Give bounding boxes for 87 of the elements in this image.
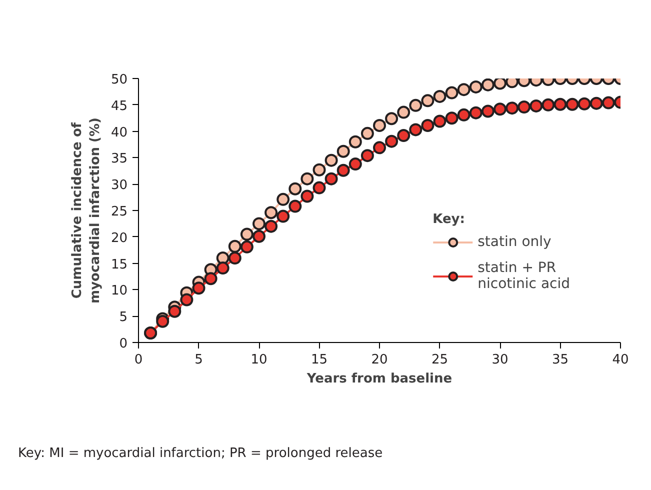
y-tick-label: 30 [110,178,128,194]
point [530,99,543,112]
y-tick-label: 45 [110,98,128,114]
point [276,210,290,223]
point [324,172,338,186]
point [469,80,482,94]
point [216,262,230,275]
point [518,100,531,114]
point [397,106,410,119]
y-axis-title: Cumulative incidence of myocardial infarction (%) [70,118,103,304]
point [566,98,579,111]
point [348,158,362,171]
point [469,106,482,120]
point [156,314,170,328]
point [240,240,254,254]
x-tick-label: 35 [552,352,569,368]
point [397,129,410,142]
y-tick-label: 25 [110,204,128,220]
point [204,272,218,286]
point [360,149,374,162]
point [433,114,446,128]
y-tick-label: 15 [110,257,128,272]
point [324,154,338,167]
point [192,282,206,295]
point [336,164,350,177]
y-tick-label: 35 [110,152,128,167]
point [481,104,494,118]
y-tick-label: 50 [110,72,128,88]
point [602,96,615,110]
x-tick-label: 5 [194,352,203,368]
x-tick-label: 20 [371,352,388,368]
point [421,119,434,132]
point [481,78,494,92]
point [542,98,555,112]
legend-title: Key: [432,212,466,227]
point [421,94,434,108]
point [228,240,242,253]
point [252,217,266,230]
legend-label: statin only [478,234,552,250]
point [445,86,458,100]
point [336,144,350,158]
point [433,90,446,103]
legend-label: statin + PR nicotinic acid [478,260,570,292]
x-tick-label: 15 [310,352,328,368]
point [409,98,422,112]
point [554,98,567,111]
point [312,163,326,176]
x-tick-label: 10 [250,352,268,368]
point [264,206,278,220]
point [252,230,266,243]
y-tick-label: 5 [119,310,128,326]
point [578,97,591,110]
x-tick-label: 25 [431,352,448,368]
point [506,102,519,115]
y-tick-label: 10 [110,284,128,299]
point [457,83,470,96]
point [312,181,326,194]
y-tick-label: 20 [110,230,128,246]
point [348,135,362,148]
point [264,220,278,233]
point [276,192,290,206]
x-tick-label: 0 [134,352,143,368]
text: Key: MI = myocardial infarction; PR = prolonged release [18,445,383,463]
point [409,123,422,136]
point [288,200,302,213]
point [385,112,398,126]
y-tick-label: 0 [119,336,128,352]
point [228,252,242,265]
x-tick-label: 30 [492,352,508,368]
point [180,293,194,306]
point [373,119,386,132]
point [457,108,470,122]
x-tick-label: 40 [612,352,629,368]
point [445,112,458,125]
point [288,182,302,196]
point [360,126,374,140]
x-axis-title: Years from baseline [306,372,452,386]
point [168,304,182,318]
point [494,78,506,90]
point [385,134,398,148]
y-tick-label: 40 [110,125,128,140]
point [240,228,254,241]
point [590,96,603,110]
point [373,141,386,154]
point [300,190,314,203]
point [300,172,314,186]
point [494,102,506,116]
